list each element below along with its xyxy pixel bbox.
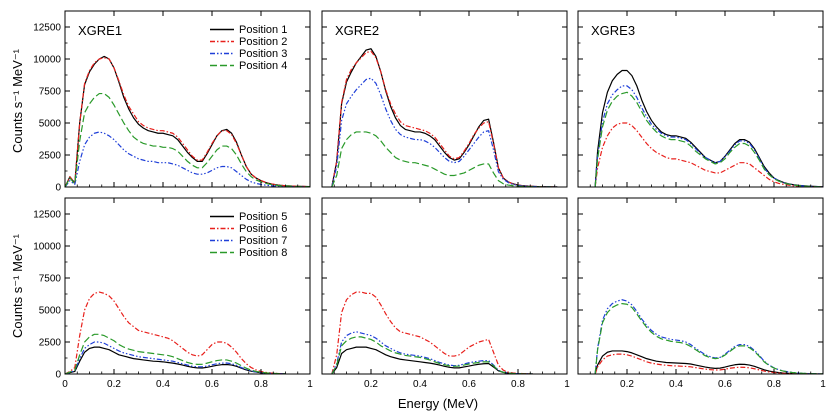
series-line-3 [594,85,823,187]
y-tick-label: 0 [55,370,61,381]
figure-ylabel-bottom: Counts s⁻¹ MeV⁻¹ [10,233,25,338]
panel-4: 0 0.2 0.4 0.6 0.8 1 0 2500 5000 7500 10000 12500 Pos… [33,197,313,390]
series-line-2 [65,57,310,187]
legend-label: Position 4 [239,60,287,72]
series-line-3 [331,331,533,374]
series-line-4 [331,336,533,374]
legend-label: Position 8 [239,247,287,259]
x-tick-label: 0.6 [462,379,476,390]
series-line-1 [331,48,558,187]
x-tick-label: 0.2 [364,379,378,390]
series-line-4 [65,92,310,187]
y-tick-label: 7500 [39,87,62,98]
series-group [331,291,533,374]
x-tick-label: 0.6 [205,379,219,390]
series-line-3 [594,299,823,374]
series-line-4 [331,131,558,187]
legend-label: Position 3 [239,48,287,60]
y-tick-label: 0 [55,183,61,194]
y-tick-label: 5000 [39,119,62,130]
x-tick-label: 0 [62,379,68,390]
y-tick-label: 12500 [33,23,61,34]
panel-6: 0.2 0.4 0.6 0.8 1 [577,197,826,390]
figure-ylabel-top: Counts s⁻¹ MeV⁻¹ [10,48,25,153]
x-tick-label: 0.8 [254,379,268,390]
series-group [65,291,286,374]
panel-label: XGRE1 [78,23,122,38]
panel-label: XGRE2 [335,23,379,38]
legend-label: Position 6 [239,223,287,235]
series-line-2 [594,353,823,374]
y-tick-label: 5000 [39,306,62,317]
y-tick-label: 2500 [39,338,62,349]
x-tick-label: 0.4 [669,379,683,390]
series-group [594,299,823,374]
x-tick-label: 1 [564,379,570,390]
x-tick-label: 0.8 [511,379,525,390]
y-tick-label: 10000 [33,55,61,66]
y-tick-label: 12500 [33,210,61,221]
panel-label: XGRE3 [591,23,635,38]
x-tick-label: 1 [307,379,313,390]
y-tick-label: 2500 [39,151,62,162]
legend-label: Position 7 [239,235,287,247]
x-tick-label: 1 [820,379,826,390]
series-line-4 [594,91,823,187]
series-line-1 [594,350,823,374]
series-line-3 [65,341,286,374]
x-tick-label: 0.4 [156,379,170,390]
x-tick-label: 0.4 [413,379,427,390]
series-line-2 [65,291,286,374]
y-tick-label: 10000 [33,242,61,253]
y-tick-label: 7500 [39,274,62,285]
x-tick-label: 0.2 [620,379,634,390]
series-line-1 [65,346,286,374]
panel-3: XGRE3 [577,10,824,188]
series-line-1 [65,55,310,187]
figure-xlabel: Energy (MeV) [398,396,478,411]
x-tick-label: 0.8 [767,379,781,390]
series-group [331,48,558,187]
panel-5: 0.2 0.4 0.6 0.8 1 [321,197,570,390]
series-group [65,55,310,187]
x-tick-label: 0.6 [718,379,732,390]
legend-label: Position 1 [239,24,287,36]
plot-frame [577,197,824,375]
series-line-3 [331,77,558,187]
series-line-2 [331,291,533,374]
x-tick-label: 0.2 [107,379,121,390]
series-line-4 [65,333,286,374]
panel-2: XGRE2 [321,10,568,188]
series-line-2 [594,122,823,187]
legend-label: Position 5 [239,211,287,223]
series-line-2 [331,50,558,187]
series-group [594,69,823,187]
legend-label: Position 2 [239,36,287,48]
series-line-3 [65,131,310,187]
series-line-4 [594,303,823,374]
